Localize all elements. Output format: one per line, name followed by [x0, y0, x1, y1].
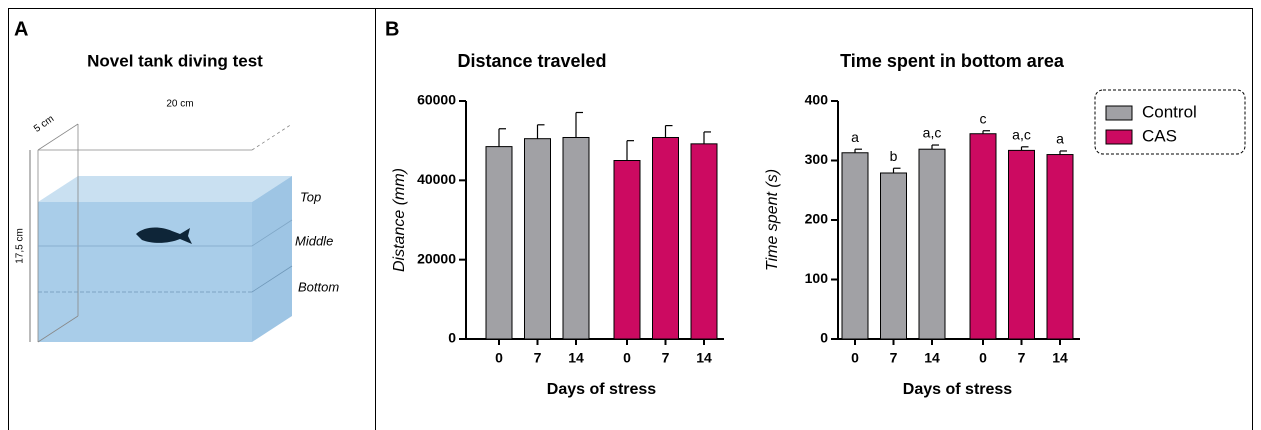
x-tick-label: 14 [924, 350, 940, 366]
x-tick-label: 14 [568, 350, 584, 366]
y-tick-label: 40000 [417, 171, 456, 187]
bar [563, 137, 589, 339]
diagram-title: Novel tank diving test [87, 51, 263, 70]
legend-label: CAS [1142, 126, 1177, 145]
bar [1047, 155, 1073, 339]
bar [691, 144, 717, 339]
height-label: 17,5 cm [15, 228, 26, 264]
zone-label: Top [300, 189, 321, 204]
chart-title: Time spent in bottom area [840, 51, 1065, 71]
x-tick-label: 0 [623, 350, 631, 366]
x-tick-label: 14 [696, 350, 712, 366]
annotation: a [851, 129, 859, 145]
y-tick-label: 0 [820, 330, 828, 346]
annotation: c [980, 110, 987, 126]
x-tick-label: 7 [662, 350, 670, 366]
y-tick-label: 60000 [417, 92, 456, 108]
bar [970, 134, 996, 339]
depth-label: 5 cm [32, 113, 56, 134]
annotation: b [890, 148, 898, 164]
panel-label: B [385, 18, 399, 40]
water-top [38, 176, 292, 202]
zone-label: Middle [295, 233, 333, 248]
x-tick-label: 7 [534, 350, 542, 366]
bar [486, 147, 512, 339]
y-tick-label: 200 [805, 211, 829, 227]
x-tick-label: 0 [851, 350, 859, 366]
x-tick-label: 0 [495, 350, 503, 366]
x-tick-label: 0 [979, 350, 987, 366]
legend-swatch [1106, 106, 1132, 120]
annotation: a,c [923, 125, 942, 141]
zone-label: Bottom [298, 279, 339, 294]
y-axis-label: Distance (mm) [391, 168, 408, 272]
y-tick-label: 100 [805, 270, 829, 286]
bar [842, 153, 868, 339]
bar [614, 161, 640, 340]
y-tick-label: 400 [805, 92, 829, 108]
annotation: a,c [1012, 127, 1031, 143]
annotation: a [1056, 131, 1064, 147]
y-axis-label: Time spent (s) [764, 169, 781, 271]
y-tick-label: 300 [805, 151, 829, 167]
x-axis-label: Days of stress [903, 381, 1012, 398]
width-label: 20 cm [166, 99, 193, 110]
x-axis-label: Days of stress [547, 381, 656, 398]
water-side [252, 176, 292, 342]
x-tick-label: 7 [890, 350, 898, 366]
panel-label: A [14, 18, 28, 40]
chart-title: Distance traveled [457, 51, 606, 71]
tank [30, 124, 292, 342]
bar [1009, 150, 1035, 339]
y-tick-label: 0 [448, 330, 456, 346]
bar [525, 139, 551, 339]
y-tick-label: 20000 [417, 250, 456, 266]
bar [919, 149, 945, 339]
bar [653, 137, 679, 339]
legend-swatch [1106, 130, 1132, 144]
legend-label: Control [1142, 102, 1197, 121]
x-tick-label: 14 [1052, 350, 1068, 366]
figure: A B Novel tank diving test 20 cm 5 cm 17… [0, 0, 1261, 430]
x-tick-label: 7 [1018, 350, 1026, 366]
bar [881, 173, 907, 339]
